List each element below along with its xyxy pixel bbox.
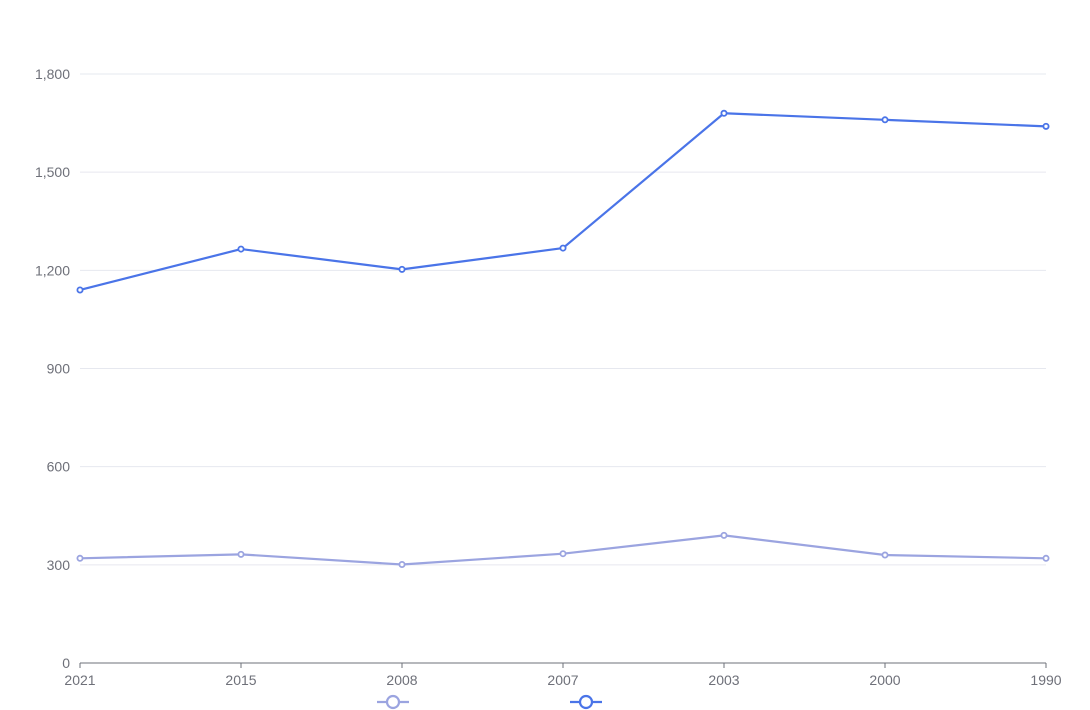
- series-1-point: [76, 554, 84, 562]
- x-tick-label: 2003: [708, 672, 739, 688]
- axis-layer: 0 300 600 900 1,200 1,500 1,800 2021 2015 2008 200…: [35, 66, 1062, 688]
- series-2-point: [76, 286, 84, 294]
- series-1-point: [881, 551, 889, 559]
- series-1-point: [720, 531, 728, 539]
- y-tick-label: 1,800: [35, 66, 70, 82]
- series-2-point: [881, 116, 889, 124]
- series-layer: [76, 109, 1050, 569]
- y-tick-label: 600: [47, 459, 71, 475]
- y-tick-label: 900: [47, 361, 71, 377]
- x-tick-label: 2000: [869, 672, 900, 688]
- series-1-point: [398, 561, 406, 569]
- grid-layer: [80, 73, 1046, 566]
- x-tick-label: 2021: [64, 672, 95, 688]
- y-tick-label: 1,500: [35, 164, 70, 180]
- series-1-point: [237, 550, 245, 558]
- legend-item-series-1[interactable]: [377, 694, 409, 710]
- x-tick-label: 1990: [1030, 672, 1061, 688]
- series-2-point: [237, 245, 245, 253]
- y-tick-label: 1,200: [35, 262, 70, 278]
- series-2-point: [720, 109, 728, 117]
- x-tick-label: 2008: [386, 672, 417, 688]
- legend-marker-icon: [578, 694, 594, 710]
- legend-item-series-2[interactable]: [570, 694, 602, 710]
- y-tick-label: 0: [62, 655, 70, 671]
- y-tick-label: 300: [47, 557, 71, 573]
- series-1-line: [79, 534, 1047, 566]
- x-tick-label: 2015: [225, 672, 256, 688]
- series-2-point: [559, 244, 567, 252]
- series-1-point: [1042, 554, 1050, 562]
- x-tick-label: 2007: [547, 672, 578, 688]
- series-2-point: [1042, 122, 1050, 130]
- legend: [377, 694, 602, 710]
- series-2-line: [79, 112, 1047, 292]
- series-1-point: [559, 550, 567, 558]
- series-2-point: [398, 265, 406, 273]
- legend-marker-icon: [385, 694, 401, 710]
